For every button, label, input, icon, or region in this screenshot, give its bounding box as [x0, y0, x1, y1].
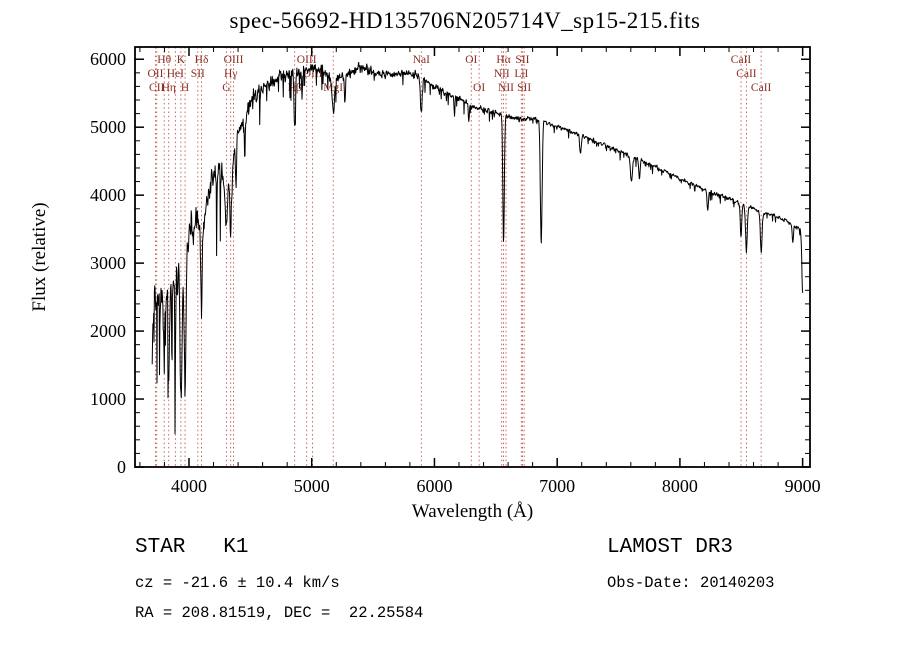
- spectral-line-label: K: [177, 54, 186, 66]
- y-tick-label: 5000: [90, 117, 126, 137]
- spectral-line-label: OI: [465, 54, 477, 66]
- spectral-line-label: SII: [191, 68, 205, 80]
- spectral-line-label: H: [181, 82, 189, 94]
- coordinates: RA = 208.81519, DEC = 22.25584: [135, 604, 424, 622]
- survey-release: LAMOST DR3: [607, 536, 734, 559]
- y-tick-label: 3000: [90, 253, 126, 273]
- y-tick-label: 0: [117, 457, 126, 477]
- spectral-line-label: Hδ: [195, 54, 209, 66]
- x-tick-label: 4000: [171, 476, 207, 496]
- x-axis-label: Wavelength (Å): [411, 501, 534, 522]
- chart-title: spec-56692-HD135706N205714V_sp15-215.fit…: [229, 8, 701, 33]
- y-tick-label: 6000: [90, 49, 126, 69]
- y-tick-label: 2000: [90, 321, 126, 341]
- obs-date: Obs-Date: 20140203: [607, 574, 775, 592]
- spectral-line-label: CaII: [731, 54, 752, 66]
- y-tick-label: 4000: [90, 185, 126, 205]
- x-tick-label: 9000: [785, 476, 821, 496]
- spectral-line-label: OII: [148, 68, 164, 80]
- spectral-line-label: SII: [515, 54, 529, 66]
- spectral-line-label: OIII: [224, 54, 244, 66]
- spectral-line-label: Hγ: [224, 68, 237, 80]
- spectral-line-label: G: [222, 82, 230, 94]
- spectral-line-label: OI: [473, 82, 485, 94]
- spectral-line-label: SII: [517, 82, 531, 94]
- object-classification: STAR K1: [135, 536, 249, 559]
- spectral-line-label: HeI: [167, 68, 184, 80]
- y-axis-label: Flux (relative): [29, 202, 50, 312]
- plot-frame: [134, 46, 811, 468]
- radial-velocity: cz = -21.6 ± 10.4 km/s: [135, 574, 340, 592]
- spectral-line-label: Hη: [162, 82, 176, 94]
- x-tick-label: 8000: [662, 476, 698, 496]
- x-tick-label: 7000: [539, 476, 575, 496]
- spectral-line-label: OIII: [297, 54, 317, 66]
- spectral-line-label: NaI: [413, 54, 430, 66]
- spectrum-line: [151, 61, 804, 435]
- spectral-line-label: Hα: [496, 54, 510, 66]
- spectral-line-label: CII: [149, 82, 165, 94]
- spectral-line-label: CaII: [736, 68, 757, 80]
- x-tick-label: 6000: [416, 476, 452, 496]
- spectral-line-label: NII: [494, 68, 510, 80]
- x-tick-label: 5000: [294, 476, 330, 496]
- spectral-line-label: NII: [498, 82, 514, 94]
- spectral-line-label: MgI: [323, 82, 343, 94]
- spectral-line-label: CaII: [751, 82, 772, 94]
- y-tick-label: 1000: [90, 389, 126, 409]
- spectral-line-label: Hθ: [157, 54, 171, 66]
- spectral-line-label: LiI: [514, 68, 528, 80]
